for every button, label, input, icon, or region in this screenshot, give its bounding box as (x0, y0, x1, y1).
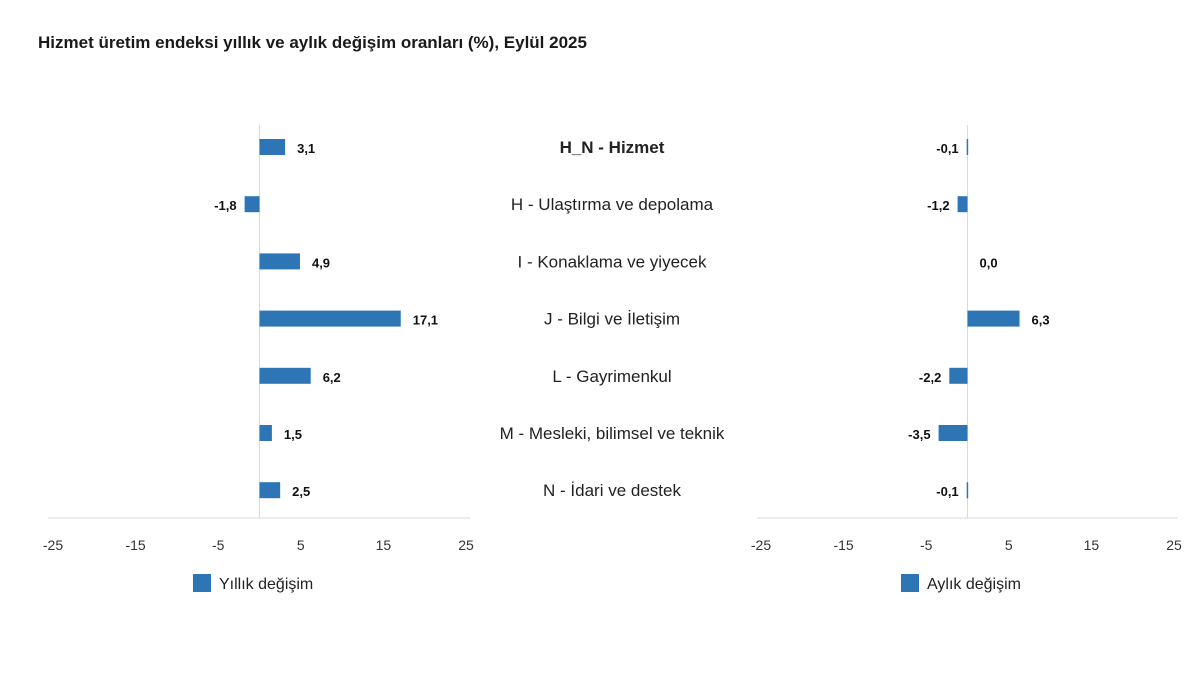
monthly-value-label: -1,2 (927, 198, 949, 213)
yearly-value-label: 2,5 (292, 484, 310, 499)
monthly-tick-label: 5 (1005, 537, 1013, 553)
monthly-tick-label: 15 (1084, 537, 1100, 553)
yearly-value-label: 3,1 (297, 141, 315, 156)
monthly-legend-label: Aylık değişim (927, 576, 1021, 593)
monthly-bar (957, 196, 968, 213)
yearly-tick-label: -5 (212, 537, 225, 553)
yearly-value-label: 6,2 (323, 370, 341, 385)
monthly-bar (967, 310, 1020, 327)
yearly-value-label: 1,5 (284, 427, 302, 442)
monthly-bar (949, 367, 968, 384)
yearly-tick-label: 5 (297, 537, 305, 553)
yearly-value-label: -1,8 (214, 198, 236, 213)
yearly-tick-label: -15 (125, 537, 145, 553)
monthly-value-label: -0,1 (936, 141, 958, 156)
yearly-bar (259, 139, 286, 155)
monthly-tick-label: -25 (751, 537, 771, 553)
yearly-tick-label: 25 (458, 537, 474, 553)
yearly-bar (259, 253, 300, 270)
monthly-change-panel: -25 -15 -5 5 15 25 -0,1 -1,2 0,0 6,3 -2,2 -3,5 -0,1 A… (751, 125, 1182, 593)
yearly-value-label: 17,1 (413, 313, 438, 328)
yearly-change-panel: -25 -15 -5 5 15 25 3,1 -1,8 4,9 17,1 6,2 1,5 2,5 Yıll… (43, 125, 474, 593)
monthly-bar (966, 482, 969, 499)
monthly-tick-label: -15 (833, 537, 853, 553)
yearly-bar (259, 425, 272, 441)
category-label: N - İdari ve destek (543, 481, 681, 500)
monthly-bar (938, 425, 968, 441)
category-label: J - Bilgi ve İletişim (544, 310, 680, 329)
category-label: H - Ulaştırma ve depolama (511, 195, 714, 214)
chart-title: Hizmet üretim endeksi yıllık ve aylık de… (38, 33, 587, 52)
category-label: L - Gayrimenkul (552, 367, 671, 386)
monthly-value-label: -3,5 (908, 427, 930, 442)
category-label: M - Mesleki, bilimsel ve teknik (500, 424, 725, 443)
monthly-value-label: -0,1 (936, 484, 958, 499)
monthly-tick-label: 25 (1166, 537, 1182, 553)
monthly-legend-swatch (901, 574, 919, 592)
yearly-legend-label: Yıllık değişim (219, 576, 313, 593)
yearly-bar (259, 367, 311, 384)
yearly-bar (259, 482, 281, 499)
monthly-value-label: 6,3 (1032, 313, 1050, 328)
monthly-tick-label: -5 (920, 537, 933, 553)
yearly-tick-label: 15 (376, 537, 392, 553)
monthly-value-label: 0,0 (980, 255, 998, 270)
category-labels: H_N - Hizmet H - Ulaştırma ve depolama I -… (500, 138, 725, 500)
yearly-bar (244, 196, 260, 213)
yearly-legend-swatch (193, 574, 211, 592)
category-label: H_N - Hizmet (560, 138, 665, 157)
monthly-bar (966, 139, 969, 155)
category-label: I - Konaklama ve yiyecek (518, 252, 707, 271)
yearly-tick-label: -25 (43, 537, 63, 553)
monthly-value-label: -2,2 (919, 370, 941, 385)
yearly-bar (259, 310, 401, 327)
yearly-value-label: 4,9 (312, 255, 330, 270)
